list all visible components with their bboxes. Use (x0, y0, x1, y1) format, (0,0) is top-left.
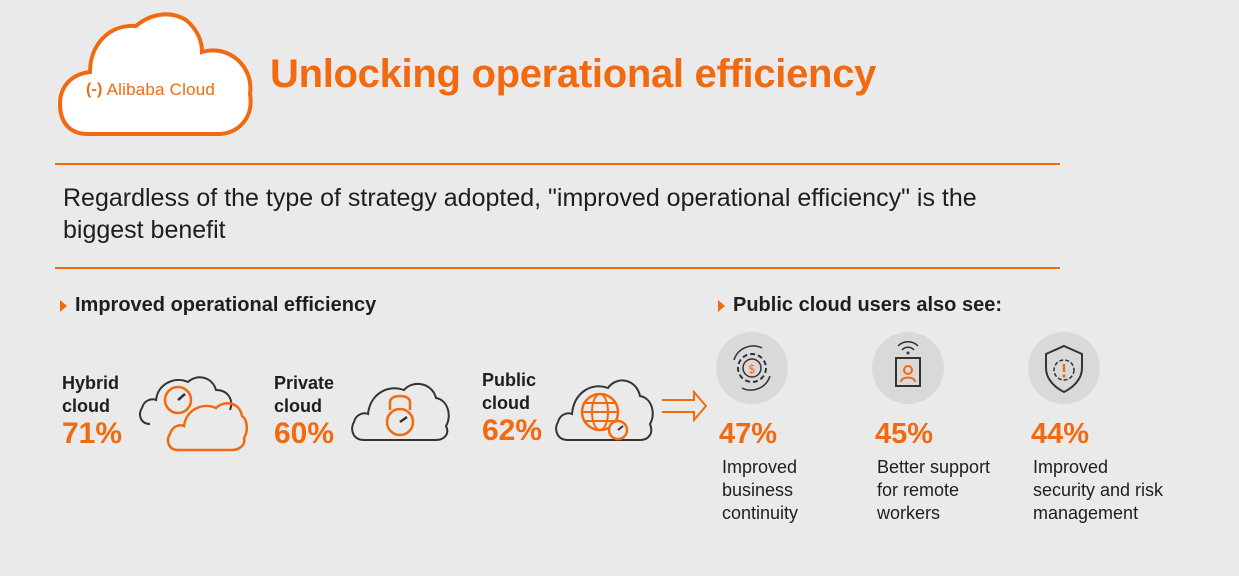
stat-desc-line: security and risk (1033, 480, 1164, 500)
shield-alert-icon (1028, 332, 1100, 404)
category-label-line1: Public (482, 370, 537, 390)
category-label-line1: Hybrid (62, 373, 120, 393)
hybrid-cloud-stat: Hybrid cloud 71% (62, 372, 122, 450)
page-title: Unlocking operational efficiency (270, 52, 877, 96)
section-heading-text: Public cloud users also see: (733, 294, 1002, 316)
section-heading-text: Improved operational efficiency (75, 294, 377, 316)
stat-desc-line: for remote (877, 480, 960, 500)
stat-desc-line: management (1033, 503, 1139, 523)
private-cloud-stat: Private cloud 60% (274, 372, 334, 450)
stat-percent: 47% (719, 418, 778, 450)
bullet-triangle-icon (60, 299, 67, 312)
stat-percent: 45% (875, 418, 934, 450)
remote-worker-icon (872, 332, 944, 404)
stat-percent: 44% (1031, 418, 1090, 450)
dollar-gear-icon: $ (716, 332, 788, 404)
hybrid-cloud-gauge-icon (138, 370, 248, 454)
stat-description: Improved security and risk management (1033, 456, 1213, 525)
category-percent: 60% (274, 417, 335, 450)
category-percent: 71% (62, 417, 123, 450)
stat-desc-line: Improved (1033, 457, 1109, 477)
double-arrow-icon (660, 390, 708, 422)
public-cloud-globe-icon (554, 364, 654, 444)
stat-desc-line: Better support (877, 457, 991, 477)
svg-text:$: $ (748, 362, 756, 376)
stat-desc-line: Improved (722, 457, 798, 477)
section-heading-public-cloud: Public cloud users also see: (718, 294, 1002, 317)
stat-description: Improved business continuity (722, 456, 872, 525)
stat-description: Better support for remote workers (877, 456, 1027, 525)
section-heading-efficiency: Improved operational efficiency (60, 294, 376, 317)
category-percent: 62% (482, 414, 543, 447)
divider-top (55, 163, 1060, 165)
stat-desc-line: business (722, 480, 794, 500)
bullet-triangle-icon (718, 299, 725, 312)
category-label-line2: cloud (274, 396, 322, 416)
stat-desc-line: continuity (722, 503, 799, 523)
logo-text: Alibaba Cloud (106, 80, 216, 99)
divider-bottom (55, 267, 1060, 269)
category-label-line1: Private (274, 373, 335, 393)
logo-cloud-icon (58, 8, 258, 140)
logo: (-) Alibaba Cloud (86, 80, 215, 100)
category-label-line2: cloud (482, 393, 530, 413)
subtitle: Regardless of the type of strategy adopt… (63, 184, 977, 244)
stat-desc-line: workers (877, 503, 941, 523)
private-cloud-lock-icon (350, 372, 450, 444)
logo-mark: (-) (86, 81, 103, 98)
public-cloud-stat: Public cloud 62% (482, 369, 542, 447)
category-label-line2: cloud (62, 396, 110, 416)
